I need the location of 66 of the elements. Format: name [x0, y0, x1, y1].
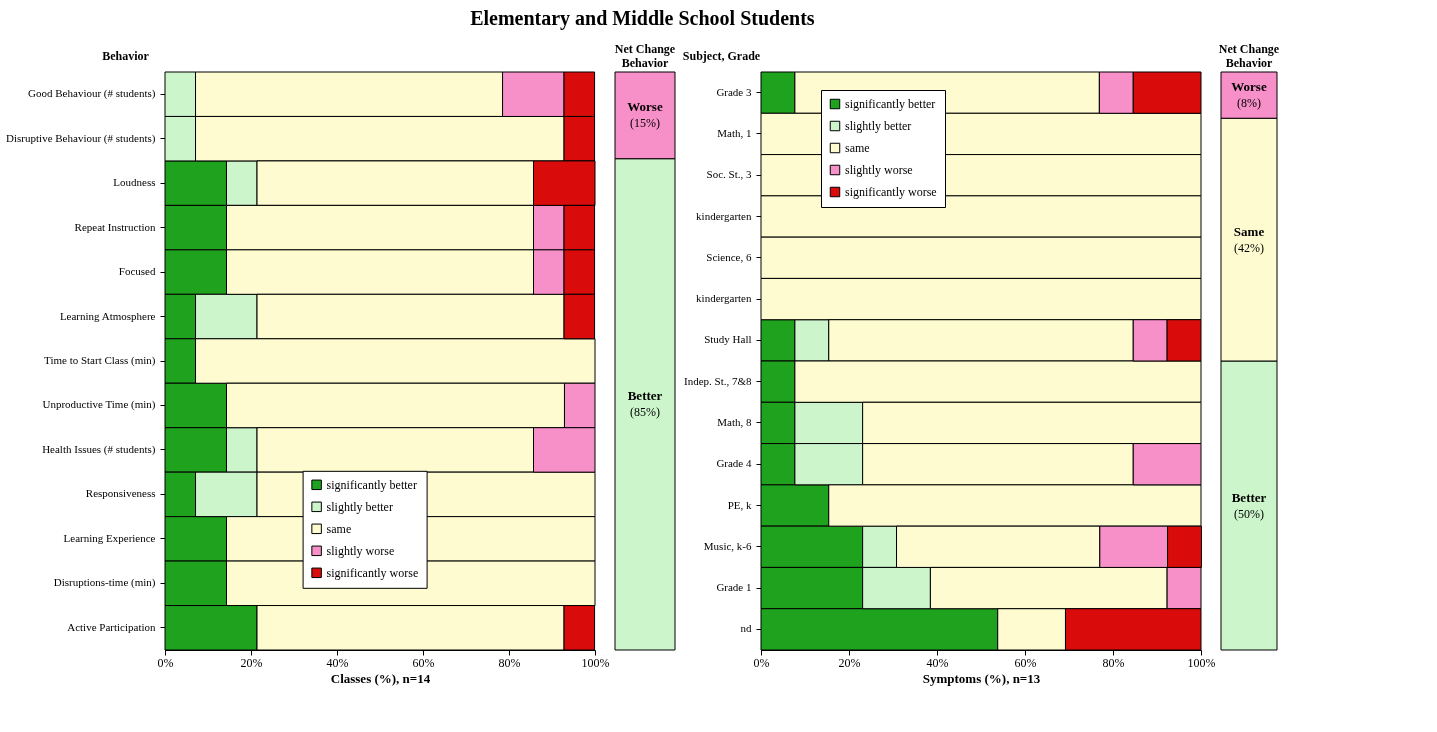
x-tick-label: 100% — [1187, 655, 1216, 670]
series-label: Worse — [1231, 79, 1267, 95]
x-tick-label: 0% — [157, 655, 174, 670]
y-tick-label: Math, 8 — [717, 415, 752, 428]
legend-label: significantly worse — [845, 185, 937, 199]
chart-title: Net Change Behavior — [614, 41, 676, 70]
x-tick-label: 60% — [412, 655, 435, 670]
data-label: (8%) — [1237, 96, 1261, 111]
series-label: Better — [1231, 489, 1267, 505]
y-tick-label: Study Hall — [704, 333, 752, 346]
legend-label: significantly better — [845, 97, 936, 111]
series-label: Worse — [627, 99, 663, 115]
y-tick-label: Responsiveness — [85, 487, 156, 500]
y-tick-label: Loudness — [113, 176, 156, 189]
x-tick-label: 80% — [498, 655, 521, 670]
x-tick-label: 80% — [1102, 655, 1125, 670]
y-tick-label: PE, k — [727, 498, 752, 511]
y-tick-label: Health Issues (# students) — [42, 442, 156, 456]
y-tick-label: kindergarten — [696, 292, 752, 305]
data-label: (85%) — [630, 405, 660, 420]
y-tick-label: Soc. St., 3 — [706, 168, 752, 181]
data-label: (15%) — [630, 116, 660, 131]
y-tick-label: Active Participation — [67, 620, 156, 633]
y-tick-label: Learning Experience — [63, 531, 156, 544]
data-label: (50%) — [1234, 506, 1264, 521]
y-tick-label: Grade 3 — [716, 85, 752, 98]
x-tick-label: 40% — [326, 655, 349, 670]
x-tick-label: 20% — [240, 655, 263, 670]
legend-label: slightly better — [326, 499, 393, 514]
x-tick-label: 60% — [1014, 655, 1037, 670]
x-tick-label: 40% — [926, 655, 949, 670]
legend-label: slightly better — [845, 119, 912, 133]
y-tick-label: Grade 4 — [716, 457, 752, 470]
legend-label: same — [845, 141, 870, 155]
legend-label: slightly worse — [326, 543, 395, 558]
y-tick-label: Time to Start Class (min) — [44, 354, 156, 367]
x-axis-title: Classes (%), n=14 — [330, 670, 431, 686]
chart-title: Net Change Behavior — [1218, 41, 1280, 70]
legend-label: same — [326, 521, 352, 536]
y-tick-label: Disruptions-time (min) — [53, 576, 156, 590]
y-tick-label: nd — [740, 622, 752, 635]
series-label: Better — [627, 388, 663, 404]
y-tick-label: Math, 1 — [717, 126, 752, 139]
y-tick-label: Music, k-6 — [703, 539, 752, 552]
legend-label: significantly worse — [326, 565, 419, 580]
data-label: (42%) — [1234, 240, 1264, 255]
y-tick-label: kindergarten — [696, 209, 752, 222]
x-tick-label: 100% — [581, 655, 610, 670]
legend-label: significantly better — [326, 477, 417, 492]
x-tick-label: 0% — [753, 655, 770, 670]
y-tick-label: Science, 6 — [706, 250, 752, 263]
y-tick-label: Good Behaviour (# students) — [28, 87, 156, 101]
y-tick-label: Indep. St., 7&8 — [683, 374, 752, 387]
y-tick-label: Grade 1 — [716, 581, 752, 594]
y-axis-title: Subject, Grade — [682, 48, 761, 63]
y-tick-label: Unproductive Time (min) — [42, 398, 156, 412]
y-tick-label: Repeat Instruction — [74, 220, 156, 233]
x-tick-label: 20% — [838, 655, 861, 670]
legend-label: slightly worse — [845, 163, 913, 177]
y-tick-label: Disruptive Behaviour (# students) — [6, 131, 156, 145]
x-axis-title: Symptoms (%), n=13 — [922, 670, 1041, 686]
series-label: Same — [1233, 223, 1265, 239]
y-axis-title: Behavior — [102, 48, 150, 63]
y-tick-label: Focused — [118, 265, 156, 278]
text: Elementary and Middle School Students — [470, 6, 815, 30]
y-tick-label: Learning Atmosphere — [59, 309, 156, 322]
